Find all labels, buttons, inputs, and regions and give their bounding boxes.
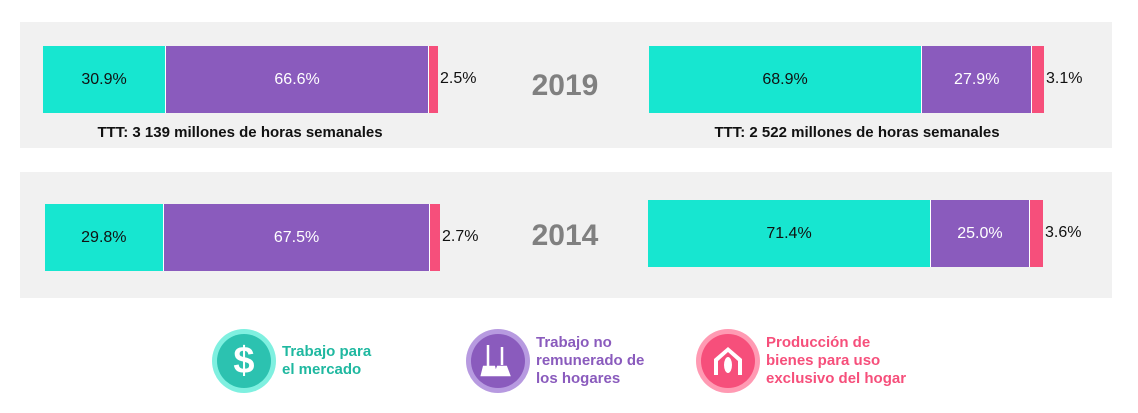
bar-segment-market: 29.8% [45,204,163,271]
bar-segment-own [429,204,440,271]
legend-market: $ Trabajo para el mercado [212,329,462,393]
bar-segment-market: 68.9% [649,46,922,113]
bar-segment-unpaid: 66.6% [165,46,429,113]
bar-2019-right: 68.9% 27.9% [649,46,1044,113]
broom-bucket-icon [471,334,525,388]
legend-text: remunerado de [536,352,645,369]
bar-2014-right: 71.4% 25.0% [648,200,1043,267]
ttt-left: TTT: 3 139 millones de horas semanales [97,124,383,141]
legend-text: exclusivo del hogar [766,370,907,387]
year-label-2019: 2019 [531,69,599,102]
bar-segment-unpaid: 67.5% [162,204,430,271]
dollar-icon: $ [217,334,271,388]
legend-text: Producción de [766,334,871,351]
bar-2019-left: 30.9% 66.6% [43,46,438,113]
house-corn-icon [701,334,755,388]
bar-segment-unpaid: 27.9% [921,46,1032,113]
bar-2014-left: 29.8% 67.5% [45,204,440,271]
legend-text: Trabajo para [282,343,372,360]
bar-segment-market: 30.9% [43,46,166,113]
legend-text: el mercado [282,361,362,378]
ttt-right: TTT: 2 522 millones de horas semanales [714,124,1000,141]
year-label-2014: 2014 [531,219,599,252]
bar-segment-label-own: 2.5% [440,70,477,87]
legend-text: bienes para uso [766,352,881,369]
legend-own: Producción de bienes para uso exclusivo de… [696,329,946,393]
bar-segment-label-own: 2.7% [442,228,479,245]
bar-segment-own [428,46,438,113]
legend-text: Trabajo no [536,334,612,351]
legend-unpaid: Trabajo no remunerado de los hogares [466,329,716,393]
bar-segment-unpaid: 25.0% [930,200,1029,267]
bar-segment-own [1031,46,1044,113]
bar-segment-market: 71.4% [648,200,931,267]
legend-text: los hogares [536,370,621,387]
bar-segment-own [1028,200,1043,267]
bar-segment-label-own: 3.6% [1045,224,1082,241]
bar-segment-label-own: 3.1% [1046,70,1083,87]
